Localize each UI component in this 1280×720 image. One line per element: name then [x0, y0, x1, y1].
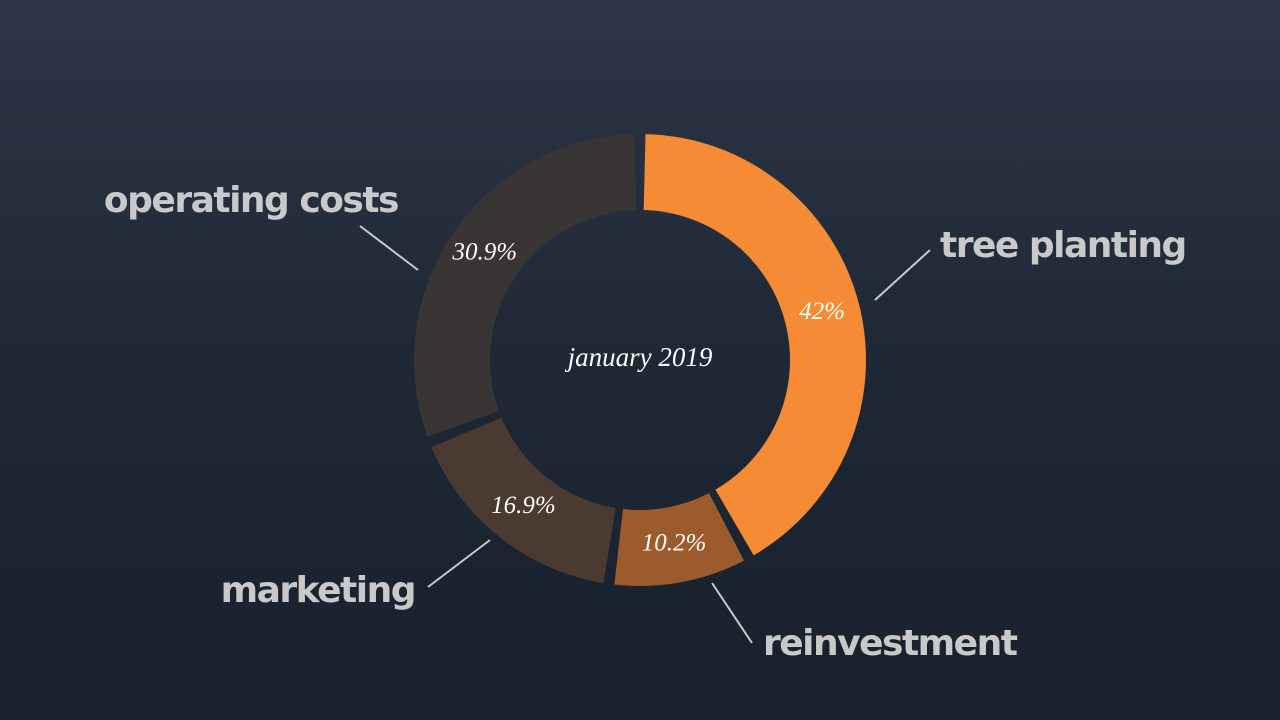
- category-label: reinvestment: [763, 623, 1018, 664]
- donut-slice: [614, 493, 745, 586]
- category-label: tree planting: [940, 225, 1186, 266]
- donut-slice: [643, 134, 866, 556]
- value-label: 16.9%: [491, 492, 556, 519]
- value-label: 42%: [799, 298, 845, 325]
- category-label: operating costs: [104, 180, 398, 221]
- leader-line: [427, 539, 491, 588]
- category-label: marketing: [221, 570, 415, 611]
- donut-slice: [413, 134, 637, 437]
- leader-line: [874, 249, 931, 301]
- chart-title: january 2019: [565, 342, 713, 372]
- donut-slice: [431, 417, 616, 584]
- leader-line: [359, 225, 419, 271]
- value-label: 30.9%: [452, 239, 518, 266]
- value-label: 10.2%: [642, 530, 707, 557]
- leader-line: [711, 582, 753, 644]
